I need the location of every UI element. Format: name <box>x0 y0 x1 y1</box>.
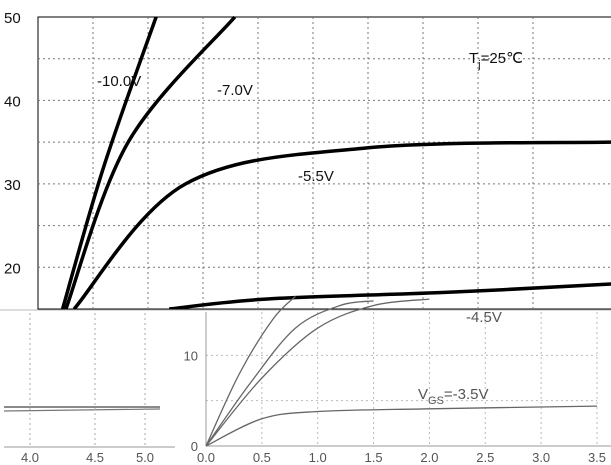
lower-right-curve-line <box>205 298 430 447</box>
label-5-5v: -5.5V <box>298 168 334 185</box>
upper-curve-line <box>64 15 237 310</box>
lower-right-x-tick-labels: 0.0 0.5 1.0 1.5 2.0 2.5 3.0 3.5 <box>197 450 606 465</box>
upper-y-tick-label: 40 <box>4 93 21 110</box>
lower-right-x-tick-label: 3.0 <box>532 450 550 465</box>
upper-y-tick-label: 50 <box>4 10 21 27</box>
label-10v: -10.0V <box>97 73 141 90</box>
upper-y-tick-label: 20 <box>4 260 21 277</box>
upper-grid <box>38 17 611 309</box>
label-vgs: VGS=-3.5V <box>418 386 489 407</box>
label-7v: -7.0V <box>217 82 253 99</box>
label-4-5v-lower: -4.5V <box>466 309 502 326</box>
lower-right-x-tick-label: 2.0 <box>420 450 438 465</box>
lower-left-line <box>3 408 161 412</box>
lower-right-x-tick-label: 0.0 <box>197 450 215 465</box>
lower-left-x-tick-label: 4.5 <box>86 450 104 465</box>
lower-right-curve-line <box>205 300 374 447</box>
upper-curve-line <box>60 16 158 310</box>
upper-y-tick-labels: 50 40 30 20 <box>4 10 21 277</box>
lower-right-y-tick-label: 10 <box>184 348 198 363</box>
temperature-annotation: Tj=25℃ <box>469 50 523 71</box>
lower-left-x-tick-label: 4.0 <box>21 450 39 465</box>
upper-y-tick-label: 30 <box>4 177 21 194</box>
lower-right-grid <box>205 312 611 447</box>
lower-right-curves <box>205 295 598 447</box>
lower-right-x-tick-label: 3.5 <box>588 450 606 465</box>
lower-right-curve-line <box>205 405 598 447</box>
lower-right-curve-line <box>205 295 296 447</box>
lower-right-x-tick-label: 2.5 <box>476 450 494 465</box>
upper-curves <box>60 15 611 311</box>
upper-curve-line <box>72 140 611 311</box>
upper-curve-line <box>169 282 611 311</box>
lower-right-y-tick-labels: 10 0 <box>184 348 198 454</box>
lower-right-y-tick-label: 0 <box>191 439 198 454</box>
lower-right-x-tick-label: 1.0 <box>309 450 327 465</box>
lower-right-x-tick-label: 1.5 <box>365 450 383 465</box>
lower-right-x-tick-label: 0.5 <box>253 450 271 465</box>
lower-left-fragment: 4.0 4.5 5.0 <box>3 313 175 465</box>
lower-panel-background <box>0 310 611 465</box>
lower-left-x-tick-label: 5.0 <box>136 450 154 465</box>
upper-plot-frame <box>37 16 611 310</box>
